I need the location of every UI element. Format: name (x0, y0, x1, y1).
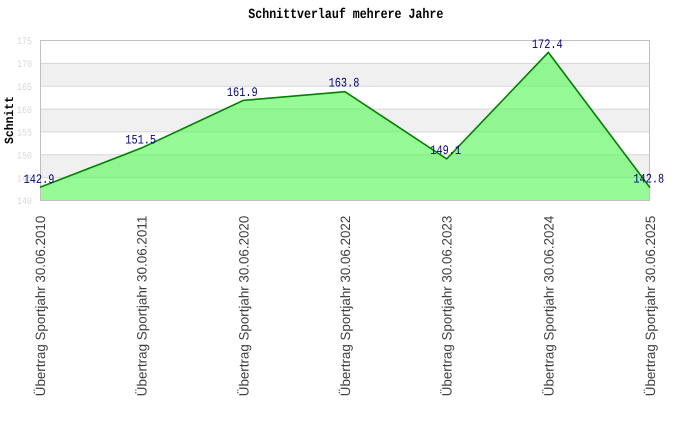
svg-text:Schnitt: Schnitt (3, 96, 17, 144)
svg-text:145: 145 (17, 174, 32, 185)
svg-text:Übertrag Sportjahr 30.06.2025: Übertrag Sportjahr 30.06.2025 (643, 216, 658, 397)
svg-text:170: 170 (17, 60, 32, 71)
svg-text:Übertrag Sportjahr 30.06.2011: Übertrag Sportjahr 30.06.2011 (135, 216, 150, 397)
svg-text:Übertrag Sportjahr 30.06.2020: Übertrag Sportjahr 30.06.2020 (236, 216, 251, 397)
svg-text:Schnittverlauf mehrere Jahre: Schnittverlauf mehrere Jahre (248, 7, 443, 23)
svg-text:Übertrag Sportjahr 30.06.2010: Übertrag Sportjahr 30.06.2010 (33, 216, 48, 397)
svg-text:161.9: 161.9 (227, 85, 258, 100)
svg-text:149.1: 149.1 (430, 143, 461, 158)
svg-text:142.8: 142.8 (633, 172, 664, 187)
svg-text:Übertrag Sportjahr 30.06.2023: Übertrag Sportjahr 30.06.2023 (440, 216, 455, 396)
svg-text:142.9: 142.9 (24, 172, 55, 187)
svg-text:Übertrag Sportjahr 30.06.2024: Übertrag Sportjahr 30.06.2024 (541, 215, 556, 396)
svg-text:Übertrag Sportjahr 30.06.2022: Übertrag Sportjahr 30.06.2022 (338, 216, 353, 397)
svg-text:140: 140 (17, 197, 32, 208)
svg-text:175: 175 (17, 37, 32, 48)
svg-text:151.5: 151.5 (125, 132, 156, 147)
svg-text:150: 150 (17, 152, 32, 163)
svg-text:163.8: 163.8 (329, 75, 360, 90)
svg-text:172.4: 172.4 (532, 37, 563, 52)
svg-text:155: 155 (17, 129, 32, 140)
svg-text:160: 160 (17, 106, 32, 117)
svg-text:165: 165 (17, 83, 32, 94)
